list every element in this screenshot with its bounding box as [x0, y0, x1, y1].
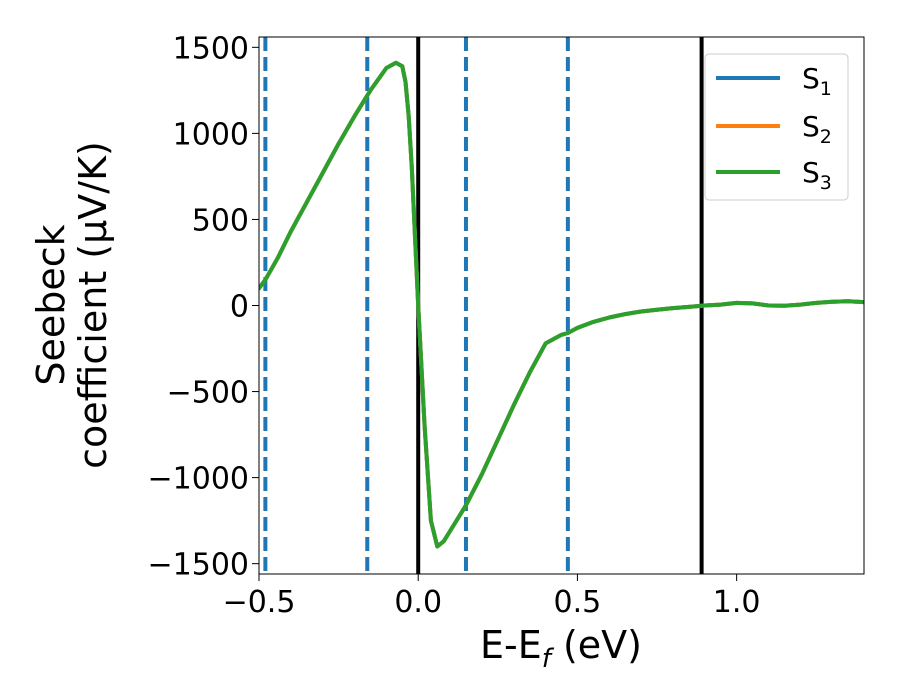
x-tick-label: 0.5: [554, 585, 602, 620]
x-axis-title-unit: (eV): [551, 623, 642, 667]
x-axis: −0.5 0.0 0.5 1.0: [223, 574, 761, 620]
x-axis-title-main: E-E: [480, 623, 542, 667]
legend-label-s3-main: S: [802, 156, 820, 189]
y-tick-label: 1000: [173, 117, 249, 152]
series-line-s3: [259, 60, 864, 549]
y-tick-label: 1500: [173, 31, 249, 66]
y-axis-title: Seebeck coefficient (μV/K): [29, 141, 115, 469]
x-tick-label: 0.0: [394, 585, 442, 620]
series-lines: [259, 60, 864, 549]
y-tick-label: −1500: [148, 548, 249, 583]
legend-label-s1: S1: [802, 62, 832, 100]
legend-label-s1-main: S: [802, 62, 820, 95]
x-tick-label: −0.5: [223, 585, 296, 620]
y-tick-label: −1000: [148, 462, 249, 497]
legend-label-s2-main: S: [802, 110, 820, 143]
y-axis-title-line2: coefficient (μV/K): [71, 141, 115, 469]
x-tick-label: 1.0: [713, 585, 761, 620]
legend: S1 S2 S3: [704, 53, 849, 201]
y-axis: 1500 1000 500 0 −500 −1000 −1500: [148, 31, 259, 583]
y-tick-label: 500: [192, 203, 249, 238]
x-axis-title: E-Ef (eV): [480, 623, 642, 674]
legend-label-s3-sub: 3: [820, 172, 832, 194]
y-tick-label: −500: [167, 376, 249, 411]
y-axis-title-line1: Seebeck: [29, 224, 73, 385]
legend-label-s2-sub: 2: [820, 126, 832, 148]
y-tick-label: 0: [230, 290, 249, 325]
legend-label-s2: S2: [802, 110, 832, 148]
legend-label-s1-sub: 1: [820, 78, 832, 100]
legend-label-s3: S3: [802, 156, 832, 194]
